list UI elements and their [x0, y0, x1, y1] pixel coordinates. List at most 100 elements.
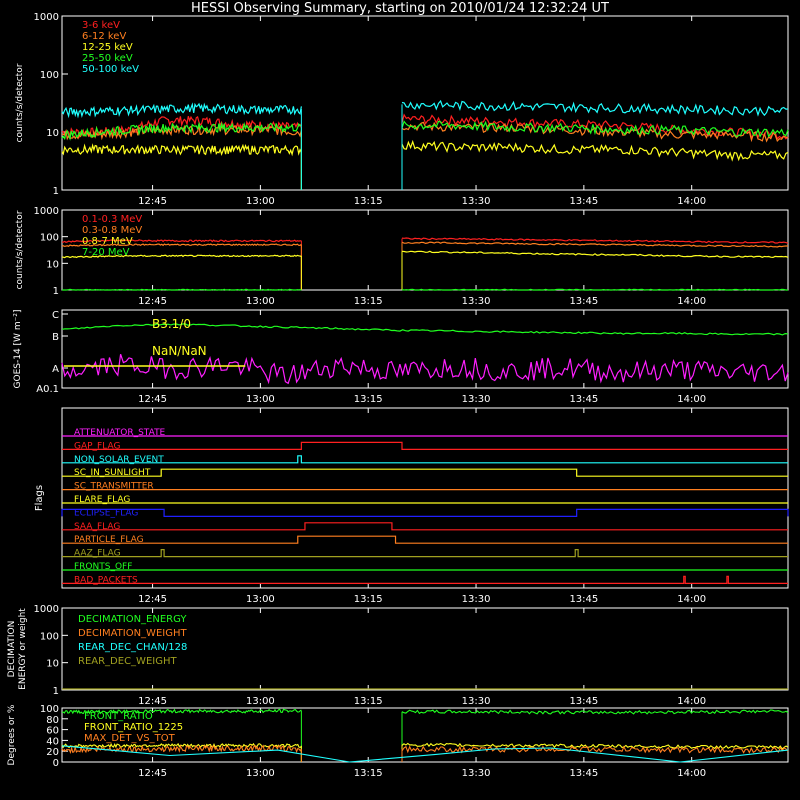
x-tick-label: 13:30 — [462, 296, 491, 307]
series-line — [61, 745, 789, 763]
plot-frame — [61, 407, 789, 589]
x-tick-label: 13:00 — [246, 594, 275, 605]
legend-entry: FRONT_RATIO — [84, 711, 153, 722]
legend-entry: 3-6 keV — [82, 20, 120, 31]
x-tick-label: 13:00 — [246, 768, 275, 779]
y-axis-label: GOES-14 [W m⁻²] — [13, 310, 23, 389]
x-tick-label: 14:00 — [677, 296, 706, 307]
legend-entry: 50-100 keV — [82, 64, 139, 75]
x-tick-label: 14:00 — [677, 196, 706, 207]
x-tick-label: 13:30 — [462, 196, 491, 207]
flag-line — [62, 575, 788, 584]
series-line — [61, 323, 789, 336]
series-line — [401, 241, 788, 248]
series-line — [61, 744, 302, 754]
y-tick-label: 1000 — [34, 12, 59, 23]
series-line — [61, 115, 302, 139]
series-line — [61, 243, 302, 248]
x-tick-label: 13:45 — [569, 196, 598, 207]
y-tick-label: 1 — [53, 186, 59, 197]
series-line — [401, 250, 789, 259]
y-axis-label: Degrees or % — [7, 704, 17, 765]
x-tick-label: 12:45 — [138, 696, 167, 707]
x-tick-label: 12:45 — [138, 296, 167, 307]
legend-entry: REAR_DEC_WEIGHT — [78, 656, 177, 667]
series-line — [401, 99, 789, 117]
y-tick-label: 10 — [46, 259, 59, 270]
plot-frame — [61, 607, 789, 691]
legend-entry: MAX_DET_VS_TOT — [84, 733, 176, 744]
series-line — [61, 708, 302, 715]
y-tick-label: 1 — [53, 686, 59, 697]
series-line — [61, 254, 302, 259]
x-tick-label: 12:45 — [138, 594, 167, 605]
y-tick-label: 60 — [46, 726, 59, 737]
x-tick-label: 13:45 — [569, 768, 598, 779]
y-tick-label: 100 — [40, 704, 59, 715]
legend-entry: FRONT_RATIO_1225 — [84, 722, 183, 733]
x-tick-label: 13:45 — [569, 296, 598, 307]
y-tick-label: 0 — [53, 758, 59, 769]
y-tick-label: 10 — [46, 128, 59, 139]
flag-line — [62, 522, 788, 531]
series-line — [401, 709, 789, 715]
y-axis-label: counts/s/detector — [15, 210, 25, 289]
flag-label: GAP_FLAG — [74, 441, 120, 451]
flag-label: SAA_FLAG — [74, 522, 120, 532]
x-tick-label: 13:45 — [569, 394, 598, 405]
series-line — [61, 143, 302, 157]
y-tick-label: 1000 — [34, 604, 59, 615]
series-line — [61, 239, 302, 243]
x-tick-label: 13:15 — [354, 594, 383, 605]
x-tick-label: 13:30 — [462, 768, 491, 779]
y-axis-label: ENERGY or weight — [18, 608, 28, 690]
y-tick-label: 10 — [46, 659, 59, 670]
panel-ratios: 12:45 13:00 13:15 13:30 13:45 14:00 0204060801… — [7, 704, 789, 779]
flag-label: SC_TRANSMITTER — [74, 482, 154, 492]
y-tick-label: 100 — [40, 233, 59, 244]
flag-line — [62, 549, 788, 558]
legend-entry: 6-12 keV — [82, 31, 126, 42]
x-tick-label: 13:00 — [246, 696, 275, 707]
series-line — [61, 354, 789, 385]
chart-title: HESSI Observing Summary, starting on 201… — [191, 1, 609, 16]
x-tick-label: 14:00 — [677, 696, 706, 707]
y-tick-label: 1000 — [34, 206, 59, 217]
series-line — [61, 121, 302, 141]
flag-line — [61, 508, 789, 517]
flag-line — [62, 455, 788, 464]
x-tick-label: 13:00 — [246, 196, 275, 207]
legend-entry: 7-20 MeV — [82, 247, 130, 258]
y-tick-label: 1 — [53, 286, 59, 297]
flag-label: PARTICLE_FLAG — [74, 535, 144, 545]
series-line — [401, 745, 789, 754]
x-tick-label: 12:45 — [138, 768, 167, 779]
legend-entry: 12-25 keV — [82, 42, 133, 53]
flag-label: BAD_PACKETS — [74, 575, 138, 585]
x-tick-label: 13:30 — [462, 394, 491, 405]
plot-frame — [61, 209, 789, 291]
x-tick-label: 13:30 — [462, 696, 491, 707]
panel-decimation: 12:45 13:00 13:15 13:30 13:45 14:00 1 10 100 1000… — [7, 604, 789, 707]
plot-frame — [61, 15, 789, 191]
flag-label: ECLIPSE_FLAG — [74, 508, 138, 518]
flag-label: ATTENUATOR_STATE — [74, 428, 166, 438]
series-line — [401, 121, 789, 143]
x-tick-label: 13:15 — [354, 196, 383, 207]
goes-annotation: B3.1/0 — [152, 317, 191, 331]
x-tick-label: 13:30 — [462, 594, 491, 605]
flag-line — [62, 441, 788, 450]
panel-flags: 12:45 13:00 13:15 13:30 13:45 14:00 Flags ATTEN… — [34, 407, 789, 605]
legend-entry: 0.8-7 MeV — [82, 236, 133, 247]
series-line — [401, 120, 789, 138]
plot-frame — [61, 707, 789, 763]
legend-entry: DECIMATION_WEIGHT — [78, 628, 187, 639]
series-line — [401, 288, 788, 291]
x-tick-label: 14:00 — [677, 594, 706, 605]
x-tick-label: 13:45 — [569, 594, 598, 605]
x-tick-label: 13:00 — [246, 296, 275, 307]
x-tick-label: 13:15 — [354, 296, 383, 307]
y-tick-label: 20 — [46, 747, 59, 758]
x-tick-label: 13:00 — [246, 394, 275, 405]
series-line — [401, 742, 789, 750]
